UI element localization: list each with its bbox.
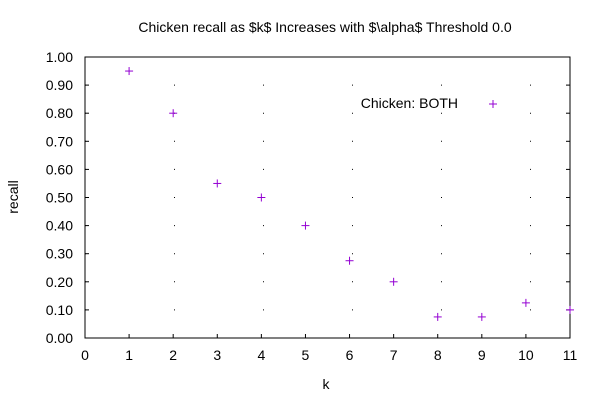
- x-tick-label: 0: [81, 347, 89, 363]
- data-point: [169, 109, 178, 118]
- x-axis-label: k: [323, 376, 331, 392]
- x-tick-label: 8: [434, 347, 442, 363]
- x-tick-label: 6: [346, 347, 354, 363]
- data-point: [213, 179, 222, 188]
- legend-label: Chicken: BOTH: [361, 95, 458, 111]
- y-tick-label: 0.30: [46, 246, 73, 262]
- x-tick-label: 9: [478, 347, 486, 363]
- data-point: [389, 277, 398, 286]
- plot-frame: [84, 56, 571, 339]
- y-axis-ticks: 0.00 0.10 0.20 0.30 0.40 0.50 0.60 0.70 0.80 0.90…: [46, 49, 570, 346]
- x-tick-label: 3: [213, 347, 221, 363]
- data-point: [521, 298, 530, 307]
- grid: [85, 56, 570, 339]
- data-point: [433, 312, 442, 321]
- y-tick-label: 0.40: [46, 218, 73, 234]
- legend-marker-symbol: [489, 100, 497, 108]
- data-point: [345, 256, 354, 265]
- x-axis-ticks: 0 1 2 3 4 5 6 7 8 9 10 11: [81, 334, 577, 363]
- x-tick-label: 7: [390, 347, 398, 363]
- x-tick-label: 1: [125, 347, 133, 363]
- y-tick-label: 0.80: [46, 105, 73, 121]
- data-point: [566, 305, 574, 314]
- x-tick-label: 4: [257, 347, 265, 363]
- data-point: [257, 193, 266, 202]
- data-point: [125, 67, 134, 76]
- y-tick-label: 0.90: [46, 77, 73, 93]
- y-tick-label: 0.10: [46, 302, 73, 318]
- chart-title: Chicken recall as $k$ Increases with $\a…: [138, 19, 511, 35]
- y-axis-label: recall: [5, 180, 21, 213]
- x-tick-label: 2: [169, 347, 177, 363]
- x-tick-label: 10: [518, 347, 534, 363]
- legend: Chicken: BOTH: [361, 95, 497, 111]
- y-tick-label: 1.00: [46, 49, 73, 65]
- legend-marker: [489, 100, 497, 108]
- data-point: [301, 221, 310, 230]
- y-tick-label: 0.50: [46, 190, 73, 206]
- series-points: [125, 67, 574, 321]
- data-point: [477, 312, 486, 321]
- y-tick-label: 0.60: [46, 161, 73, 177]
- x-tick-label: 11: [563, 347, 578, 363]
- y-tick-label: 0.00: [46, 330, 73, 346]
- x-tick-label: 5: [302, 347, 310, 363]
- y-tick-label: 0.20: [46, 274, 73, 290]
- y-tick-label: 0.70: [46, 133, 73, 149]
